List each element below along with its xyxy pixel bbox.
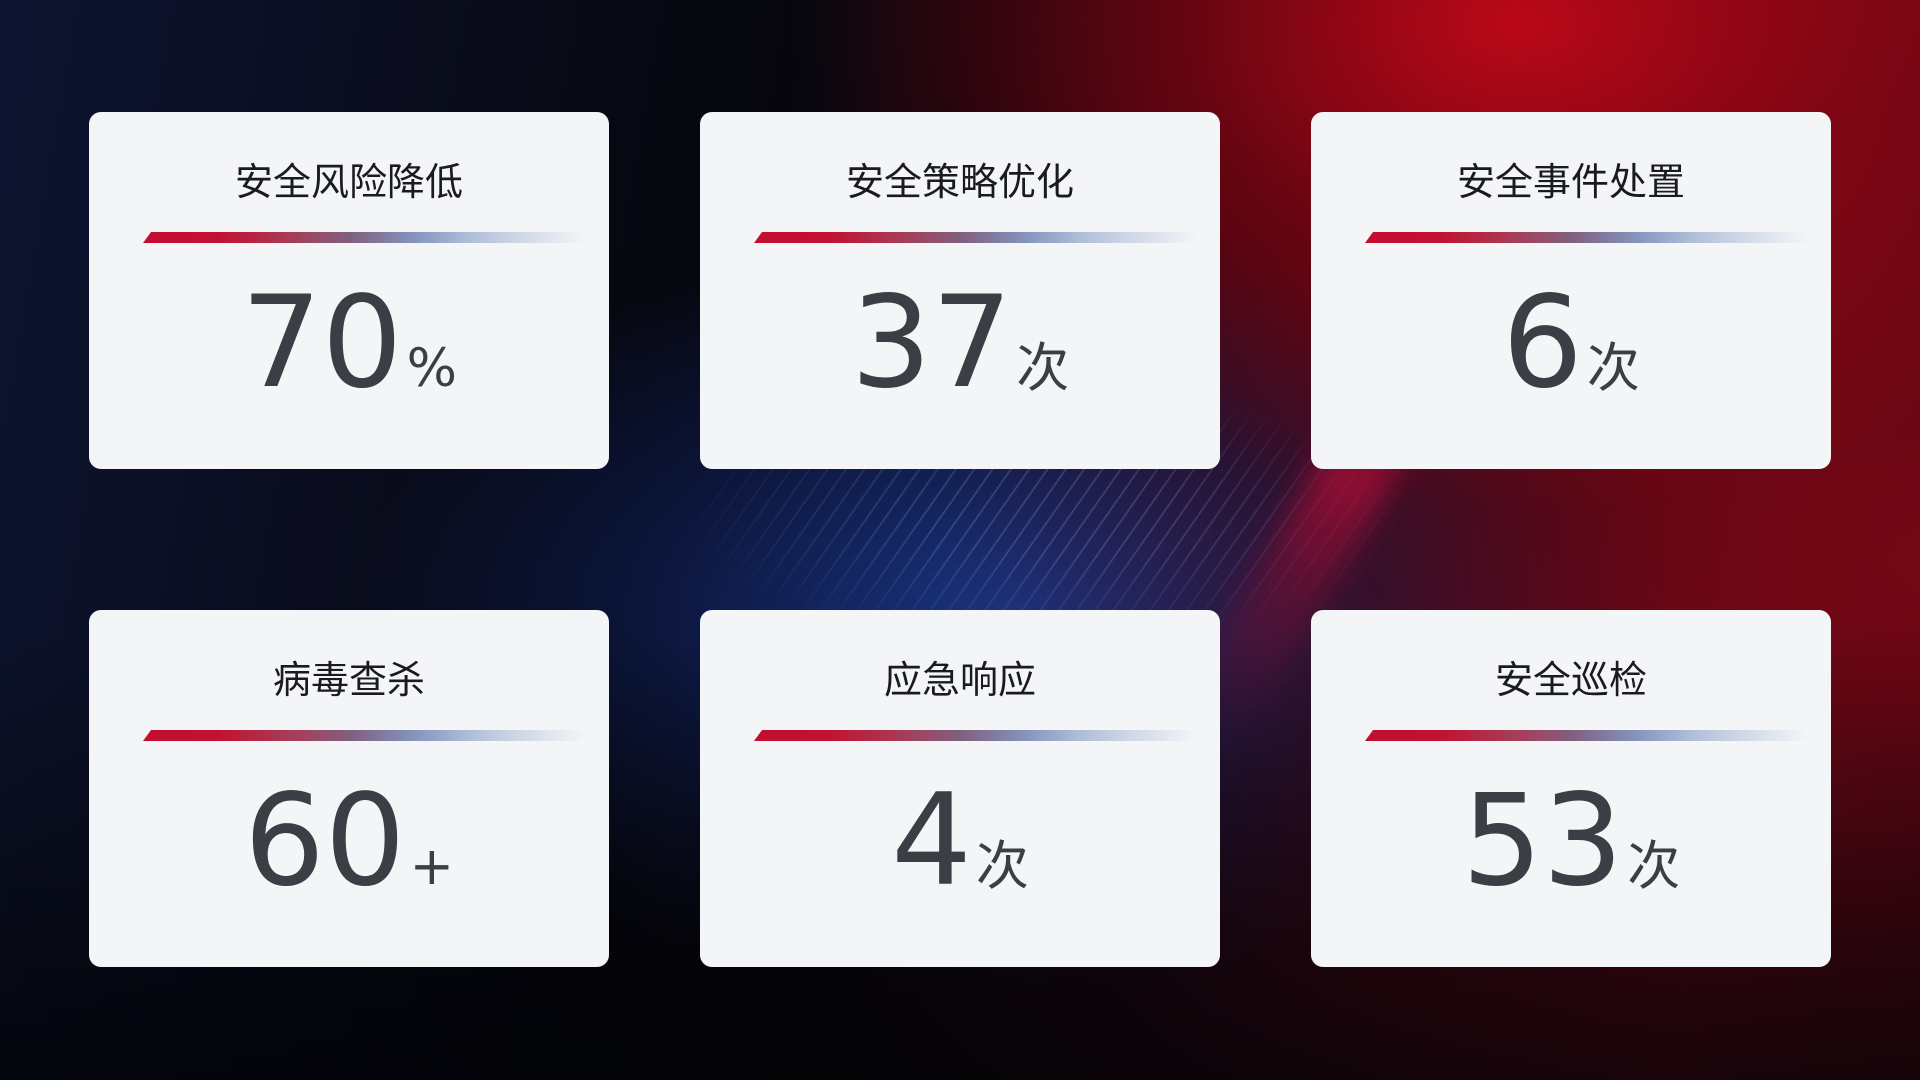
- stat-value-number: 4: [891, 766, 972, 914]
- stat-card-title: 安全巡检: [1494, 660, 1647, 702]
- stat-value-unit: %: [406, 338, 457, 399]
- stat-card-emergency-response: 应急响应 4次: [700, 610, 1220, 967]
- stat-card-value: 37次: [700, 279, 1220, 406]
- stat-value-unit: 次: [1016, 338, 1070, 399]
- stat-card-divider: [1365, 232, 1817, 243]
- stat-card-value: 60+: [89, 777, 609, 904]
- stat-card-divider: [754, 232, 1206, 243]
- stat-card-divider: [143, 730, 595, 741]
- stat-value-number: 60: [243, 766, 406, 914]
- stat-card-value: 6次: [1311, 279, 1831, 406]
- stat-card-title: 应急响应: [883, 660, 1036, 702]
- stat-value-unit: 次: [975, 836, 1029, 897]
- stat-card-risk-reduction: 安全风险降低 70%: [89, 112, 609, 469]
- stat-card-title: 安全风险降低: [234, 162, 463, 204]
- stat-card-title: 安全事件处置: [1456, 162, 1685, 204]
- stat-value-unit: 次: [1627, 836, 1681, 897]
- stat-card-value: 4次: [700, 777, 1220, 904]
- stat-value-number: 6: [1502, 268, 1583, 416]
- stat-card-divider: [754, 730, 1206, 741]
- stat-card-divider: [143, 232, 595, 243]
- stat-card-value: 53次: [1311, 777, 1831, 904]
- stat-card-title: 病毒查杀: [272, 660, 425, 702]
- stat-value-number: 53: [1461, 766, 1624, 914]
- stat-value-unit: +: [409, 836, 455, 897]
- stat-card-incident-handling: 安全事件处置 6次: [1311, 112, 1831, 469]
- stat-value-number: 37: [850, 268, 1013, 416]
- stat-card-value: 70%: [89, 279, 609, 406]
- stat-card-virus-scan: 病毒查杀 60+: [89, 610, 609, 967]
- stat-card-title: 安全策略优化: [845, 162, 1074, 204]
- stat-card-divider: [1365, 730, 1817, 741]
- stat-value-number: 70: [241, 268, 403, 416]
- stat-card-security-inspection: 安全巡检 53次: [1311, 610, 1831, 967]
- stat-value-unit: 次: [1586, 338, 1640, 399]
- stat-card-policy-optimization: 安全策略优化 37次: [700, 112, 1220, 469]
